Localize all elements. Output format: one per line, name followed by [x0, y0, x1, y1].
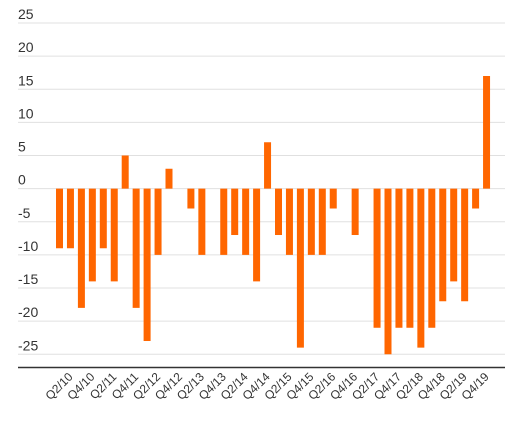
bar: [307, 188, 315, 255]
bar: [231, 188, 239, 236]
y-tick-label: 20: [18, 39, 34, 55]
bar: [77, 188, 85, 308]
y-tick-label: -15: [18, 271, 38, 287]
bar: [472, 188, 480, 209]
y-tick-label: -5: [18, 205, 31, 221]
bar: [318, 188, 326, 255]
bar: [165, 168, 173, 189]
bar: [132, 188, 140, 308]
bar: [329, 188, 337, 209]
y-tick-label: 10: [18, 105, 34, 121]
y-tick-label: 5: [18, 139, 26, 155]
bar: [296, 188, 304, 348]
bar: [428, 188, 436, 328]
bar: [483, 76, 491, 189]
y-axis-ticks: 25 20 15 10 5 0 -5 -10 -15 -20 -25: [18, 6, 38, 353]
y-tick-label: -20: [18, 304, 38, 320]
x-axis-ticks: Q2/10Q4/10Q2/11Q4/11Q2/12Q4/12Q2/13Q4/13…: [43, 370, 492, 403]
bar: [242, 188, 250, 255]
bar: [373, 188, 381, 328]
bar: [439, 188, 447, 302]
bar: [187, 188, 195, 209]
bar: [220, 188, 228, 255]
bar: [275, 188, 282, 236]
bar: [154, 188, 162, 255]
bars: [56, 76, 491, 355]
y-tick-label: -25: [18, 337, 38, 353]
bar: [253, 188, 261, 282]
bar: [99, 188, 107, 249]
bar: [121, 155, 129, 189]
bar: [198, 188, 206, 255]
bar: [66, 188, 74, 249]
y-tick-label: 0: [18, 172, 26, 188]
bar: [450, 188, 458, 282]
bar: [417, 188, 425, 348]
bar: [88, 188, 96, 282]
bar: [351, 188, 359, 236]
y-tick-label: -10: [18, 238, 38, 254]
bar: [406, 188, 414, 328]
bar: [285, 188, 293, 255]
bar: [395, 188, 403, 328]
bar: [461, 188, 469, 302]
bar: [56, 188, 63, 249]
y-tick-label: 25: [18, 6, 34, 22]
bar: [110, 188, 118, 282]
bar: [264, 142, 272, 189]
y-tick-label: 15: [18, 72, 34, 88]
bar: [384, 188, 392, 355]
bar: [143, 188, 151, 342]
